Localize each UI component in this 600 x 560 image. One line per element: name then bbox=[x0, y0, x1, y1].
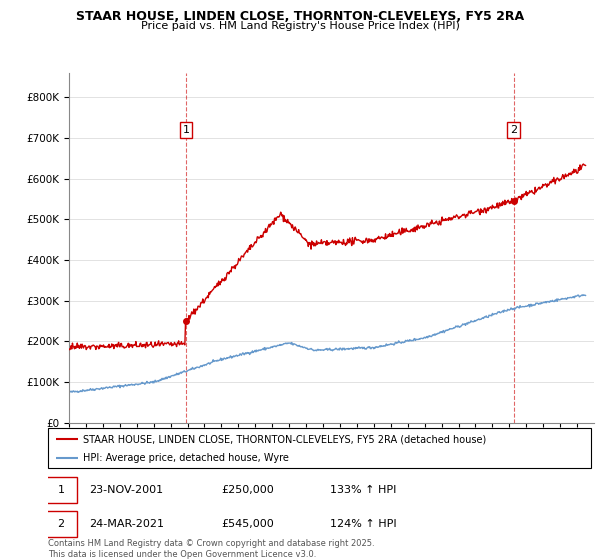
Text: 124% ↑ HPI: 124% ↑ HPI bbox=[331, 519, 397, 529]
Text: Price paid vs. HM Land Registry's House Price Index (HPI): Price paid vs. HM Land Registry's House … bbox=[140, 21, 460, 31]
FancyBboxPatch shape bbox=[45, 477, 77, 503]
Text: 2: 2 bbox=[510, 125, 517, 135]
Text: HPI: Average price, detached house, Wyre: HPI: Average price, detached house, Wyre bbox=[83, 453, 289, 463]
Text: Contains HM Land Registry data © Crown copyright and database right 2025.
This d: Contains HM Land Registry data © Crown c… bbox=[48, 539, 374, 559]
Text: STAAR HOUSE, LINDEN CLOSE, THORNTON-CLEVELEYS, FY5 2RA: STAAR HOUSE, LINDEN CLOSE, THORNTON-CLEV… bbox=[76, 10, 524, 23]
Text: £545,000: £545,000 bbox=[222, 519, 275, 529]
FancyBboxPatch shape bbox=[45, 511, 77, 537]
Text: 1: 1 bbox=[182, 125, 190, 135]
Text: £250,000: £250,000 bbox=[222, 486, 275, 496]
Text: 133% ↑ HPI: 133% ↑ HPI bbox=[331, 486, 397, 496]
Text: 1: 1 bbox=[58, 486, 65, 496]
Text: STAAR HOUSE, LINDEN CLOSE, THORNTON-CLEVELEYS, FY5 2RA (detached house): STAAR HOUSE, LINDEN CLOSE, THORNTON-CLEV… bbox=[83, 435, 487, 445]
FancyBboxPatch shape bbox=[48, 428, 591, 468]
Text: 2: 2 bbox=[58, 519, 65, 529]
Text: 24-MAR-2021: 24-MAR-2021 bbox=[89, 519, 164, 529]
Text: 23-NOV-2001: 23-NOV-2001 bbox=[89, 486, 163, 496]
